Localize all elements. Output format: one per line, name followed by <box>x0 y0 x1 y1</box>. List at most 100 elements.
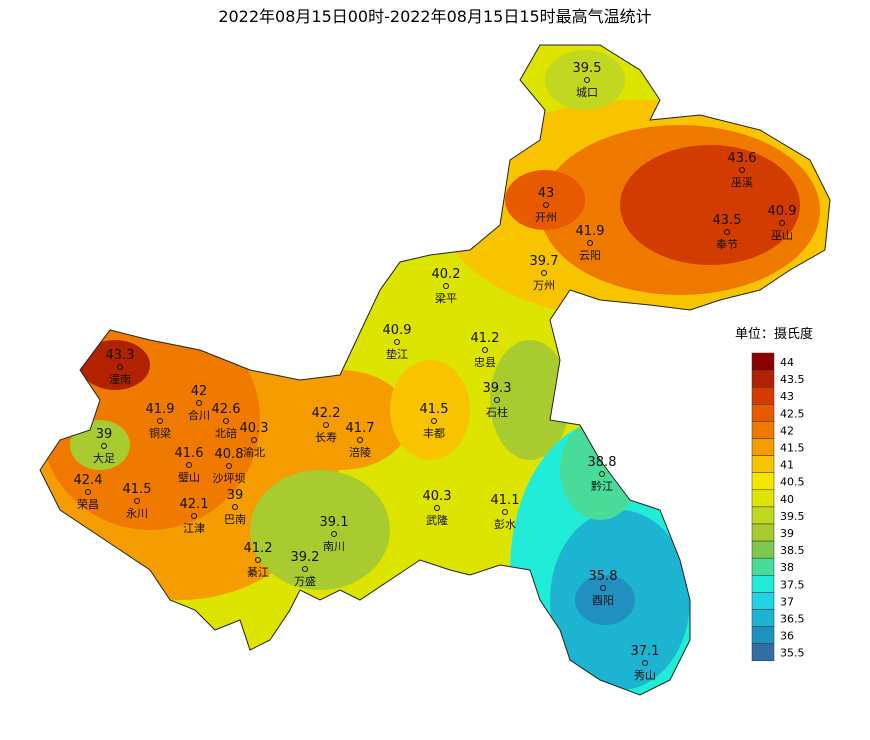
station-name: 万州 <box>533 279 555 292</box>
legend-swatch <box>751 352 775 371</box>
legend-swatch <box>751 609 775 627</box>
station-dot <box>255 557 261 563</box>
legend-label: 41 <box>780 459 794 472</box>
station-value: 42.2 <box>312 406 341 421</box>
station-dot <box>357 437 363 443</box>
legend-swatch <box>751 438 775 456</box>
station-value: 39 <box>227 488 244 503</box>
station-dot <box>232 504 238 510</box>
station-value: 37.1 <box>631 644 660 659</box>
legend-label: 38 <box>780 561 794 574</box>
station-dot <box>302 566 308 572</box>
station-value: 41.1 <box>491 493 520 508</box>
station-value: 40.3 <box>423 489 452 504</box>
legend-swatch <box>751 472 775 491</box>
legend-label: 42 <box>780 424 794 437</box>
legend-swatch <box>751 489 775 508</box>
station-value: 41.7 <box>346 421 375 436</box>
legend-label: 37 <box>780 595 794 608</box>
station-name: 城口 <box>576 86 598 99</box>
station-value: 43.5 <box>713 213 742 228</box>
station-dot <box>191 513 197 519</box>
legend-label: 43 <box>780 390 794 403</box>
legend-swatch <box>751 626 775 644</box>
legend-label: 37.5 <box>780 578 805 591</box>
station-dot <box>186 462 192 468</box>
station-name: 武隆 <box>426 513 448 527</box>
station-dot <box>600 585 606 591</box>
legend-swatch <box>751 386 775 405</box>
station-dot <box>323 422 329 428</box>
station-dot <box>394 339 400 345</box>
station-value: 41.9 <box>576 224 605 239</box>
station-dot <box>134 498 140 504</box>
station-dot <box>599 471 605 477</box>
border <box>39 44 831 696</box>
station-name: 南川 <box>323 540 345 553</box>
title: 2022年08月15日00时-2022年08月15日15时最高气温统计 <box>218 7 651 26</box>
station-value: 40.2 <box>432 267 461 282</box>
station-value: 41.6 <box>175 446 204 461</box>
station-name: 酉阳 <box>592 594 614 607</box>
station-name: 巫山 <box>771 229 793 242</box>
station-dot <box>223 418 229 424</box>
station-name: 垫江 <box>386 347 408 361</box>
station-dot <box>117 364 123 370</box>
station-dot <box>739 167 745 173</box>
legend-label: 40 <box>780 493 794 506</box>
station-name: 大足 <box>93 451 115 465</box>
legend-swatch <box>751 592 775 610</box>
station-name: 綦江 <box>247 566 269 579</box>
legend-label: 42.5 <box>780 407 805 420</box>
station-dot <box>482 347 488 353</box>
station-dot <box>724 229 730 235</box>
station-dot <box>226 463 232 469</box>
legend-label: 44 <box>780 356 794 369</box>
station-value: 43.3 <box>106 348 135 363</box>
legend-label: 39.5 <box>780 510 805 523</box>
station-name: 永川 <box>126 506 148 520</box>
legend-swatch <box>751 540 775 559</box>
station-name: 巴南 <box>224 513 246 526</box>
station-name: 璧山 <box>178 470 200 484</box>
station-value: 39.1 <box>320 515 349 530</box>
legend-swatch <box>751 369 775 388</box>
station-dot <box>443 283 449 289</box>
station-value: 39.5 <box>573 61 602 76</box>
station-value: 35.8 <box>589 569 618 584</box>
station-name: 铜梁 <box>149 426 171 440</box>
station-name: 长寿 <box>315 430 337 444</box>
station-value: 40.8 <box>215 447 244 462</box>
legend-label: 39 <box>780 527 794 540</box>
station-value: 38.8 <box>588 455 617 470</box>
station-value: 41.2 <box>471 331 500 346</box>
legend-swatch <box>751 421 775 439</box>
station-dot <box>434 505 440 511</box>
station-name: 丰都 <box>423 427 445 440</box>
legend-swatch <box>751 506 775 525</box>
station-dot <box>642 660 648 666</box>
station-name: 忠县 <box>474 356 496 369</box>
station-dot <box>331 531 337 537</box>
legend-swatch <box>751 523 775 542</box>
station-value: 41.5 <box>420 402 449 417</box>
station-name: 潼南 <box>109 372 131 386</box>
legend-label: 35.5 <box>780 647 805 660</box>
legend-swatch <box>751 404 775 422</box>
station-value: 39.2 <box>291 550 320 565</box>
station-name: 秀山 <box>634 669 656 682</box>
station-value: 42.1 <box>180 497 209 512</box>
station-value: 41.2 <box>244 541 273 556</box>
station-dot <box>157 418 163 424</box>
station-name: 石柱 <box>486 405 508 419</box>
station-name: 云阳 <box>579 249 601 262</box>
station-name: 开州 <box>535 211 557 224</box>
station-name: 合川 <box>188 408 210 422</box>
legend-swatch <box>751 575 775 593</box>
station-value: 39.7 <box>530 254 559 269</box>
station-dot <box>502 509 508 515</box>
station-name: 奉节 <box>716 237 738 251</box>
station-dot <box>101 443 107 449</box>
legend-label: 41.5 <box>780 442 805 455</box>
